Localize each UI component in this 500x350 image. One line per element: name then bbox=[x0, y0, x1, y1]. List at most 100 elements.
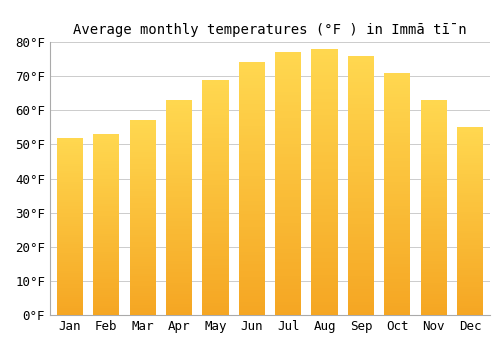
Bar bbox=[238, 277, 265, 280]
Bar bbox=[238, 138, 265, 141]
Bar bbox=[312, 89, 338, 92]
Bar bbox=[275, 259, 301, 262]
Bar bbox=[312, 155, 338, 159]
Bar bbox=[238, 82, 265, 85]
Bar bbox=[57, 237, 83, 240]
Bar bbox=[312, 119, 338, 122]
Bar bbox=[94, 276, 120, 279]
Bar bbox=[130, 194, 156, 196]
Bar bbox=[57, 209, 83, 211]
Bar bbox=[94, 261, 120, 263]
Bar bbox=[238, 280, 265, 284]
Bar bbox=[57, 164, 83, 166]
Bar bbox=[94, 313, 120, 315]
Bar bbox=[457, 299, 483, 301]
Bar bbox=[312, 99, 338, 102]
Bar bbox=[238, 214, 265, 217]
Bar bbox=[57, 295, 83, 297]
Bar bbox=[238, 239, 265, 243]
Bar bbox=[457, 174, 483, 177]
Bar bbox=[384, 109, 410, 112]
Bar bbox=[57, 308, 83, 310]
Bar bbox=[457, 285, 483, 287]
Bar bbox=[420, 264, 446, 267]
Bar bbox=[457, 278, 483, 280]
Bar bbox=[348, 218, 374, 221]
Bar bbox=[166, 226, 192, 229]
Bar bbox=[57, 271, 83, 273]
Bar bbox=[312, 248, 338, 252]
Bar bbox=[275, 128, 301, 131]
Bar bbox=[420, 299, 446, 302]
Bar bbox=[420, 296, 446, 299]
Bar bbox=[57, 268, 83, 271]
Bar bbox=[384, 206, 410, 209]
Bar bbox=[130, 186, 156, 189]
Bar bbox=[384, 203, 410, 206]
Bar bbox=[130, 291, 156, 293]
Bar bbox=[348, 234, 374, 237]
Bar bbox=[130, 174, 156, 176]
Bar bbox=[312, 189, 338, 192]
Bar bbox=[130, 220, 156, 223]
Bar bbox=[420, 154, 446, 156]
Bar bbox=[275, 59, 301, 62]
Bar bbox=[420, 197, 446, 199]
Bar bbox=[94, 245, 120, 247]
Bar bbox=[420, 312, 446, 315]
Bar bbox=[420, 245, 446, 248]
Bar bbox=[202, 280, 228, 282]
Bar bbox=[384, 239, 410, 242]
Bar bbox=[457, 160, 483, 162]
Bar bbox=[348, 124, 374, 127]
Bar bbox=[457, 177, 483, 179]
Bar bbox=[238, 94, 265, 97]
Bar bbox=[275, 72, 301, 75]
Bar bbox=[166, 296, 192, 299]
Bar bbox=[275, 154, 301, 158]
Bar bbox=[312, 172, 338, 175]
Bar bbox=[57, 262, 83, 264]
Bar bbox=[348, 308, 374, 312]
Bar bbox=[57, 215, 83, 217]
Bar bbox=[457, 224, 483, 226]
Bar bbox=[420, 167, 446, 170]
Bar bbox=[238, 189, 265, 192]
Bar bbox=[420, 191, 446, 194]
Bar bbox=[202, 215, 228, 218]
Bar bbox=[275, 286, 301, 289]
Bar bbox=[420, 108, 446, 111]
Bar bbox=[202, 124, 228, 127]
Bar bbox=[202, 238, 228, 242]
Bar bbox=[420, 283, 446, 286]
Bar bbox=[130, 155, 156, 157]
Bar bbox=[348, 244, 374, 247]
Bar bbox=[94, 211, 120, 213]
Bar bbox=[130, 235, 156, 237]
Bar bbox=[94, 231, 120, 233]
Bar bbox=[57, 144, 83, 146]
Bar bbox=[238, 110, 265, 113]
Bar bbox=[166, 299, 192, 302]
Bar bbox=[130, 254, 156, 257]
Bar bbox=[166, 197, 192, 199]
Bar bbox=[238, 293, 265, 296]
Bar bbox=[166, 310, 192, 312]
Bar bbox=[348, 247, 374, 250]
Bar bbox=[384, 209, 410, 212]
Bar bbox=[238, 204, 265, 208]
Bar bbox=[57, 282, 83, 284]
Bar bbox=[457, 167, 483, 169]
Bar bbox=[275, 121, 301, 125]
Bar bbox=[312, 205, 338, 209]
Bar bbox=[275, 223, 301, 226]
Bar bbox=[384, 127, 410, 130]
Bar bbox=[202, 188, 228, 191]
Bar bbox=[312, 102, 338, 105]
Bar bbox=[312, 112, 338, 116]
Bar bbox=[57, 149, 83, 151]
Bar bbox=[420, 267, 446, 269]
Bar bbox=[420, 253, 446, 256]
Bar bbox=[384, 251, 410, 254]
Bar bbox=[238, 167, 265, 170]
